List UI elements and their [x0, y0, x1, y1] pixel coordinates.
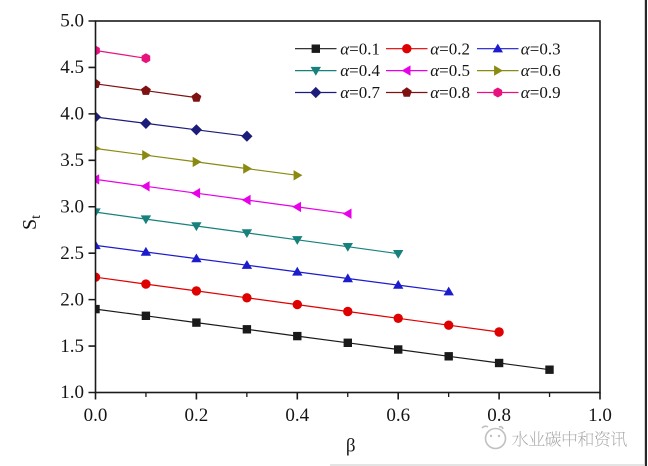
svg-text:0.2: 0.2 — [185, 405, 209, 426]
svg-text:β: β — [346, 435, 356, 456]
svg-text:α=0.8: α=0.8 — [430, 83, 470, 102]
svg-text:4.5: 4.5 — [60, 57, 84, 78]
svg-text:4.0: 4.0 — [60, 104, 84, 125]
svg-text:α=0.2: α=0.2 — [430, 39, 470, 58]
svg-text:0.6: 0.6 — [386, 405, 410, 426]
svg-text:3.0: 3.0 — [60, 196, 84, 217]
svg-text:α=0.5: α=0.5 — [430, 61, 470, 80]
svg-text:α=0.4: α=0.4 — [340, 61, 380, 80]
svg-text:1.5: 1.5 — [60, 336, 84, 357]
svg-text:5.0: 5.0 — [60, 11, 84, 32]
svg-text:3.5: 3.5 — [60, 150, 84, 171]
svg-text:0.8: 0.8 — [487, 405, 511, 426]
svg-text:α=0.3: α=0.3 — [521, 39, 561, 58]
svg-text:2.0: 2.0 — [60, 289, 84, 310]
svg-text:α=0.7: α=0.7 — [340, 83, 380, 102]
svg-text:0.4: 0.4 — [285, 405, 309, 426]
svg-text:0.0: 0.0 — [84, 405, 108, 426]
svg-text:1.0: 1.0 — [588, 405, 612, 426]
svg-text:1.0: 1.0 — [60, 382, 84, 403]
svg-text:α=0.9: α=0.9 — [521, 83, 561, 102]
svg-text:2.5: 2.5 — [60, 243, 84, 264]
svg-text:α=0.1: α=0.1 — [340, 39, 380, 58]
svg-text:α=0.6: α=0.6 — [521, 61, 561, 80]
